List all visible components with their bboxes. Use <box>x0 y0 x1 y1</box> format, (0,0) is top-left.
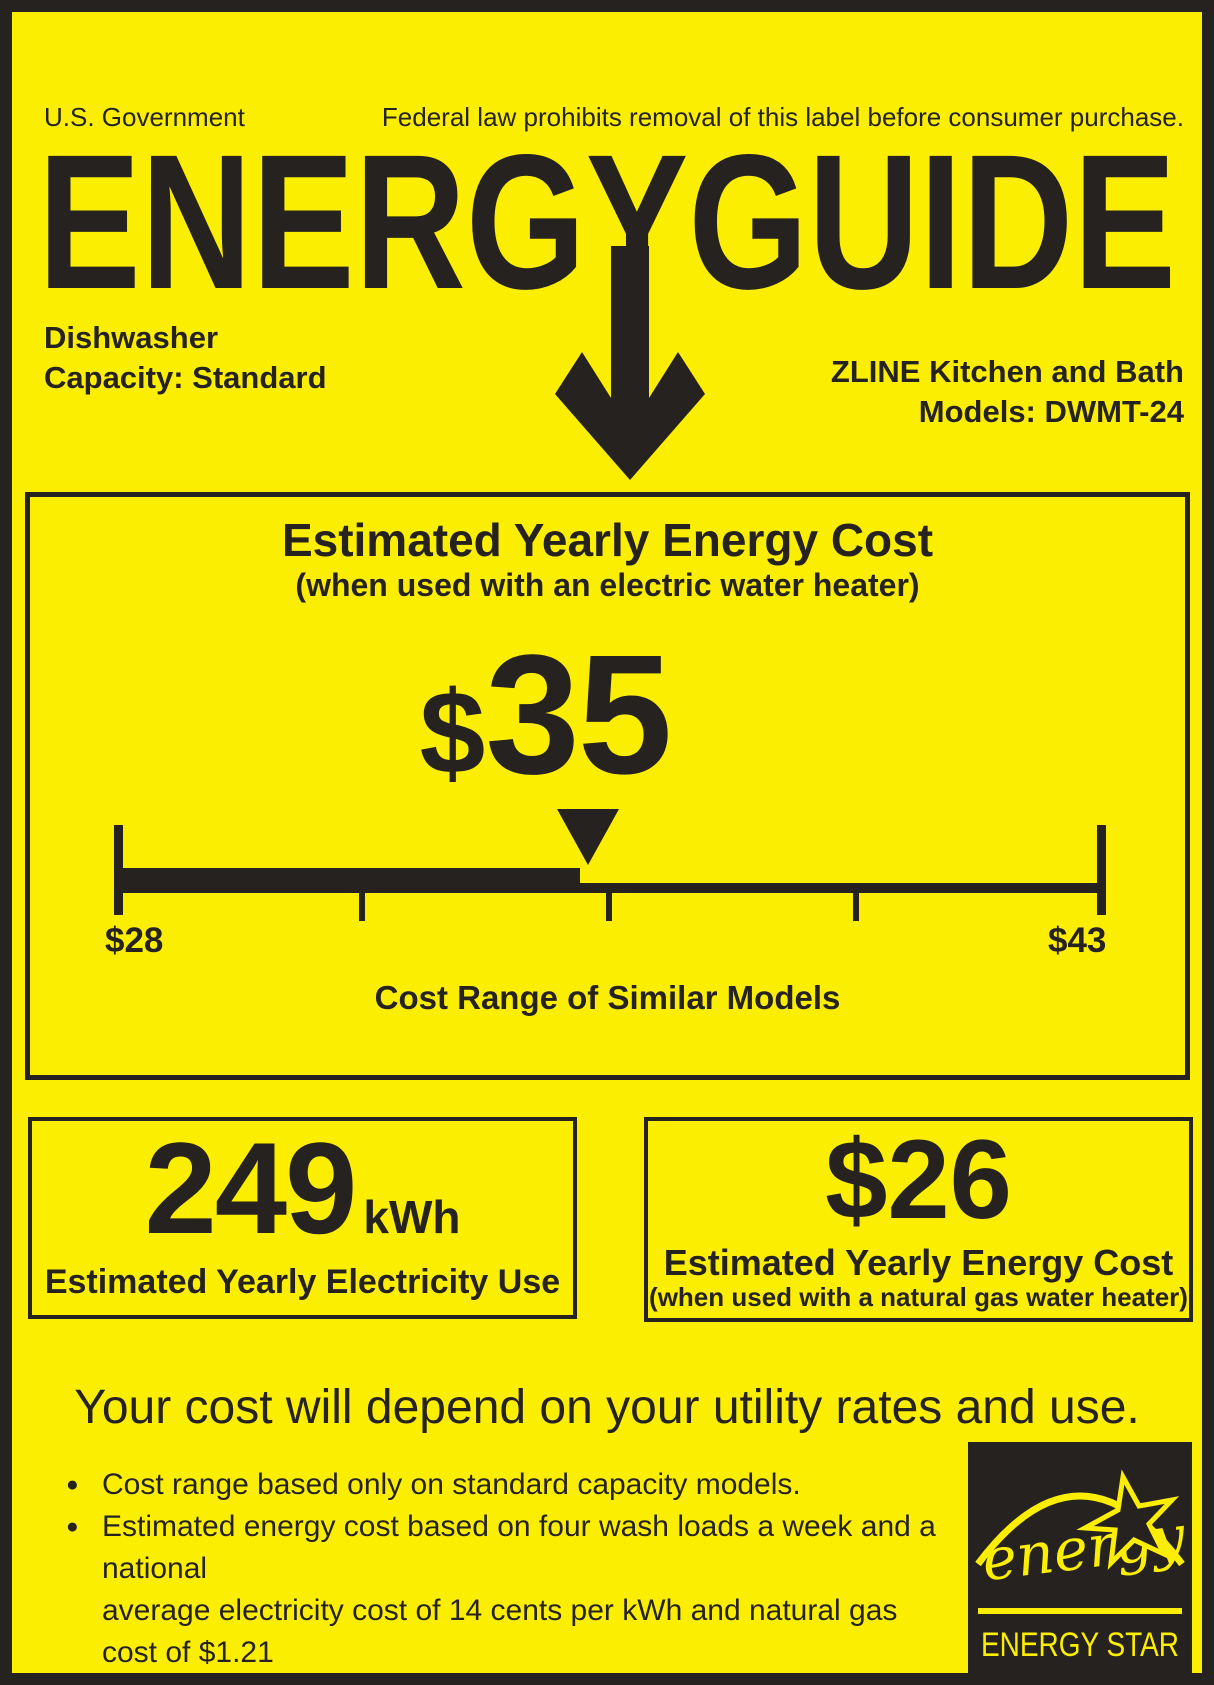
cost-range-axis-line <box>118 883 1103 893</box>
cost-range-max-label: $43 <box>1048 921 1107 960</box>
footnote-bullet-list: Cost range based only on standard capaci… <box>66 1464 946 1673</box>
scale-tick <box>853 893 859 921</box>
energy-star-divider <box>978 1608 1182 1614</box>
scale-tick <box>606 893 612 921</box>
gas-cost-value: $26 <box>825 1117 1012 1242</box>
list-item: Estimated energy cost based on four wash… <box>66 1506 946 1673</box>
currency-symbol: $ <box>419 667 486 799</box>
electricity-caption: Estimated Yearly Electricity Use <box>44 1263 561 1301</box>
product-info-left: Dishwasher Capacity: Standard <box>44 318 327 398</box>
cost-range-caption: Cost Range of Similar Models <box>374 979 841 1016</box>
models-text: Models: DWMT-24 <box>918 394 1184 429</box>
logo-wordmark: ENERGYGUIDE <box>38 138 1176 329</box>
electricity-value: 249 <box>144 1115 357 1261</box>
gas-cost-caption: Estimated Yearly Energy Cost <box>663 1242 1174 1283</box>
energyguide-logo: ENERGYGUIDE <box>38 138 1176 480</box>
yearly-energy-cost-panel: Estimated Yearly Energy Cost (when used … <box>25 492 1190 1080</box>
appliance-type-text: Dishwasher <box>44 320 219 355</box>
electricity-value-row: 249 kWh <box>144 1113 460 1263</box>
star-icon <box>1076 1469 1180 1570</box>
down-arrow-icon <box>555 246 705 480</box>
estimated-cost-value: $35 <box>419 617 673 813</box>
gas-cost-subcaption: (when used with a natural gas water heat… <box>649 1282 1188 1312</box>
scale-tick <box>359 893 365 921</box>
gas-cost-panel: $26 Estimated Yearly Energy Cost (when u… <box>644 1117 1193 1322</box>
brand-text: ZLINE Kitchen and Bath <box>830 354 1184 389</box>
energy-star-background <box>968 1442 1192 1673</box>
capacity-text: Capacity: Standard <box>44 360 327 395</box>
cost-panel-subtitle: (when used with an electric water heater… <box>295 567 920 603</box>
cost-panel-title: Estimated Yearly Energy Cost <box>281 514 934 566</box>
electricity-use-panel: 249 kWh Estimated Yearly Electricity Use <box>28 1115 577 1319</box>
product-info-right: ZLINE Kitchen and Bath Models: DWMT-24 <box>831 352 1184 432</box>
energy-star-logo: energy ENERGY STAR <box>968 1442 1192 1673</box>
list-item: Cost range based only on standard capaci… <box>66 1464 946 1506</box>
cost-amount: 35 <box>485 620 672 810</box>
cost-range-min-label: $28 <box>105 921 164 960</box>
cost-range-right-cap <box>1097 825 1106 915</box>
energy-star-wordmark: ENERGY STAR <box>981 1626 1179 1664</box>
utility-rates-headline: Your cost will depend on your utility ra… <box>74 1381 1140 1434</box>
federal-notice-text: Federal law prohibits removal of this la… <box>381 102 1184 132</box>
us-government-text: U.S. Government <box>44 102 245 132</box>
electricity-unit: kWh <box>363 1191 461 1243</box>
cost-pointer-icon <box>557 809 619 865</box>
cost-range-left-cap <box>114 825 123 915</box>
